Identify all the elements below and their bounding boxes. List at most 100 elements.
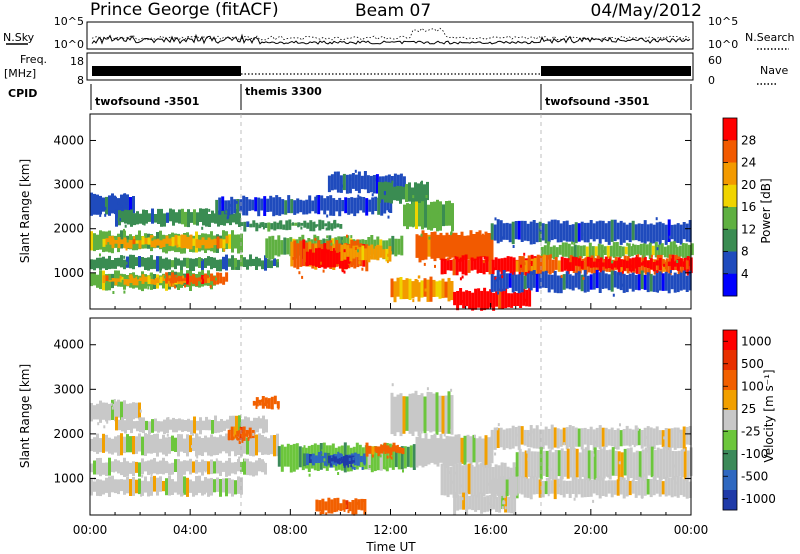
velocity-band-cell — [625, 425, 629, 446]
velocity-band-cell — [463, 435, 467, 466]
power-band-cell — [186, 273, 190, 285]
power-band-cell — [344, 197, 348, 214]
power-band-cell — [166, 212, 169, 223]
velocity-band-cell — [464, 464, 468, 495]
velocity-band-cell — [168, 463, 171, 476]
power-speckle-cell — [126, 239, 129, 243]
velocity-speckle-cell — [524, 483, 527, 487]
velocity-band-cell — [535, 476, 539, 495]
velocity-speckle-cell — [230, 431, 233, 435]
power-band-cell — [139, 213, 142, 224]
power-band-cell — [585, 246, 589, 260]
velocity-band-cell — [596, 449, 600, 481]
power-band-cell — [597, 243, 601, 261]
velocity-colorbar-swatch — [723, 390, 737, 411]
power-speckle-cell — [174, 285, 177, 289]
velocity-band-cell — [130, 415, 133, 434]
velocity-speckle-cell — [402, 469, 404, 473]
cpid-segment-1: twofsound -3501 — [95, 95, 199, 108]
power-band-cell — [323, 198, 327, 215]
velocity-colorbar-tick-label: 500 — [741, 357, 764, 371]
power-band-cell — [506, 256, 510, 272]
power-speckle-cell — [262, 226, 265, 230]
velocity-band-cell — [680, 449, 684, 478]
power-band-cell — [184, 211, 187, 227]
velocity-speckle-cell — [547, 493, 550, 497]
power-band-cell — [559, 275, 563, 294]
power-band-cell — [474, 288, 478, 310]
velocity-band-cell — [477, 492, 481, 511]
velocity-band-cell — [192, 461, 195, 473]
power-band-cell — [375, 174, 379, 194]
power-band-cell — [521, 256, 525, 275]
velocity-band-cell — [634, 481, 638, 498]
power-band-cell — [183, 257, 186, 267]
power-band-cell — [508, 273, 512, 288]
velocity-band-cell — [144, 476, 147, 493]
velocity-band-cell — [111, 399, 114, 420]
power-band-cell — [213, 257, 216, 268]
velocity-speckle-cell — [379, 454, 382, 458]
velocity-band-cell — [655, 479, 659, 494]
velocity-speckle-cell — [531, 469, 534, 473]
power-band-cell — [240, 222, 244, 226]
velocity-speckle-cell — [192, 432, 194, 436]
power-speckle-cell — [215, 277, 217, 281]
power-band-cell — [666, 245, 670, 258]
power-band-cell — [314, 248, 318, 267]
beam-title: Beam 07 — [355, 1, 431, 21]
power-speckle-cell — [354, 169, 357, 173]
velocity-speckle-cell — [239, 428, 242, 432]
power-speckle-cell — [341, 269, 344, 273]
velocity-band-cell — [156, 461, 159, 475]
velocity-speckle-cell — [110, 402, 113, 406]
power-band-cell — [648, 242, 652, 260]
velocity-band-cell — [126, 476, 129, 494]
velocity-speckle-cell — [111, 406, 114, 410]
power-band-cell — [397, 238, 401, 255]
power-band-cell — [509, 256, 513, 274]
power-band-cell — [406, 203, 409, 230]
velocity-speckle-cell — [257, 416, 260, 420]
power-band-cell — [160, 208, 163, 227]
velocity-band-cell — [508, 477, 512, 496]
velocity-band-cell — [150, 476, 153, 496]
power-speckle-cell — [358, 261, 361, 265]
velocity-band-cell — [204, 435, 207, 453]
power-band-cell — [619, 259, 623, 268]
power-band-cell — [135, 257, 138, 266]
power-band-cell — [305, 199, 309, 215]
power-colorbar-tick-label: 24 — [741, 156, 756, 170]
velocity-band-cell — [180, 461, 183, 477]
power-band-cell — [228, 234, 231, 249]
velocity-band-cell — [674, 451, 678, 477]
velocity-speckle-cell — [240, 434, 243, 438]
power-ytick-label: 2000 — [53, 222, 84, 236]
power-speckle-cell — [511, 271, 514, 275]
velocity-band-cell — [637, 428, 641, 446]
power-band-8 — [215, 195, 393, 217]
velocity-speckle — [92, 383, 686, 516]
power-band-cell — [156, 256, 159, 272]
power-band-cell — [462, 291, 466, 309]
velocity-band-cell — [193, 416, 196, 434]
velocity-band-cell — [357, 499, 361, 510]
power-band-cell — [210, 273, 213, 290]
power-band-cell — [687, 244, 691, 259]
power-band-cell — [233, 199, 237, 214]
power-speckle-cell — [208, 208, 211, 212]
power-band-cell — [490, 274, 494, 293]
velocity-band-cell — [151, 419, 154, 433]
velocity-band-cell — [601, 427, 605, 447]
power-band-cell — [538, 221, 542, 242]
power-speckle-cell — [669, 270, 672, 273]
power-band-cell — [216, 236, 220, 249]
power-band-cell — [507, 293, 511, 308]
velocity-band-cell — [105, 402, 108, 422]
power-band-cell — [436, 234, 440, 259]
velocity-speckle-cell — [494, 452, 497, 456]
power-band-cell — [649, 223, 653, 244]
power-band-cell — [361, 245, 365, 261]
